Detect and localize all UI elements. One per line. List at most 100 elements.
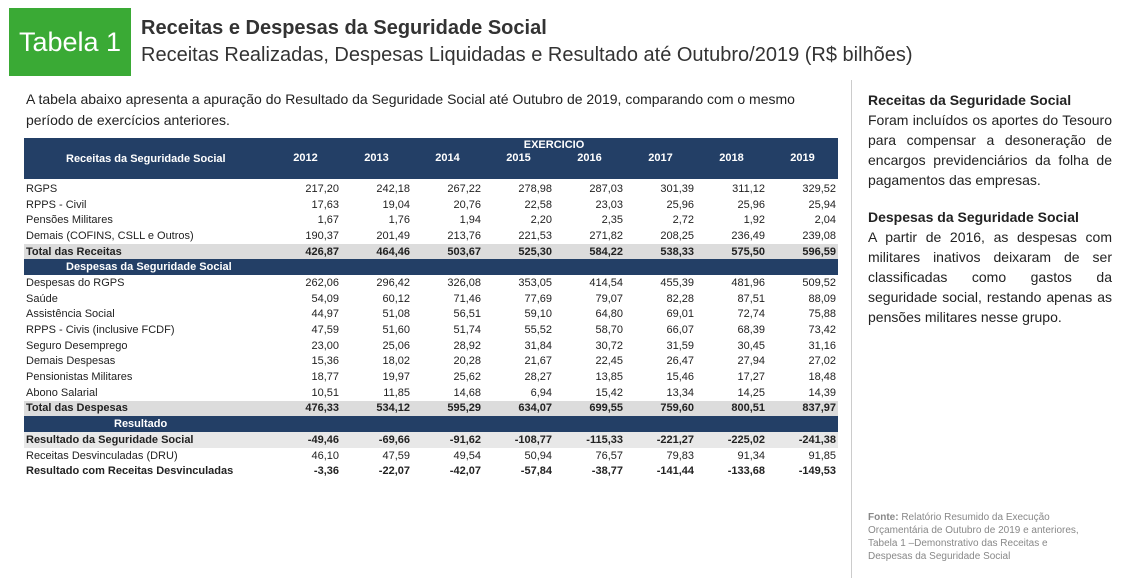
- title: Receitas e Despesas da Seguridade Social: [141, 17, 547, 39]
- cell: 634,07: [483, 400, 554, 417]
- note: Despesas da Seguridade Social A partir d…: [868, 207, 1112, 327]
- row-label: Demais (COFINS, CSLL e Outros): [26, 229, 194, 242]
- cell: 525,30: [483, 243, 554, 260]
- subtitle: Receitas Realizadas, Despesas Liquidadas…: [141, 44, 913, 66]
- cell: 213,76: [447, 229, 481, 242]
- cell: 326,08: [447, 276, 481, 289]
- cell: 217,20: [305, 182, 339, 195]
- cell: 267,22: [447, 182, 481, 195]
- cell: 51,08: [382, 308, 410, 321]
- cell: 76,57: [595, 449, 623, 462]
- cell: 77,69: [524, 292, 552, 305]
- source-text: Relatório Resumido da Execução Orçamentá…: [868, 512, 1079, 562]
- row-label: Assistência Social: [26, 308, 115, 321]
- cell: 21,67: [524, 355, 552, 368]
- cell: 44,97: [311, 308, 339, 321]
- table-row: Demais (COFINS, CSLL e Outros) 190,37 201,…: [24, 228, 838, 244]
- table-row: Abono Salarial 10,51 11,85 14,68 6,94 15,42 13…: [24, 385, 838, 401]
- intro-text: A tabela abaixo apresenta a apuração do …: [26, 91, 795, 128]
- cell: 23,03: [595, 198, 623, 211]
- cell: 837,97: [767, 400, 839, 417]
- cell: 14,39: [808, 386, 837, 399]
- cell: 455,39: [660, 276, 694, 289]
- cell: 759,60: [625, 400, 696, 417]
- section-title: Despesas da Seguridade Social: [24, 259, 270, 276]
- cell: 311,12: [732, 182, 765, 195]
- cell: 31,84: [524, 339, 552, 352]
- cell: 18,48: [808, 371, 837, 384]
- cell: 190,37: [305, 229, 339, 242]
- cell: 82,28: [666, 292, 694, 305]
- table-row: Pensionistas Militares 18,77 19,97 25,62 28,…: [24, 369, 838, 385]
- divider: [851, 80, 852, 578]
- cell: 17,63: [311, 198, 339, 211]
- cell: 71,46: [453, 292, 481, 305]
- cell: 91,85: [808, 449, 837, 462]
- year-header: 2018: [696, 152, 767, 179]
- cell: 509,52: [802, 276, 837, 289]
- cell: 64,80: [595, 308, 623, 321]
- year-header: 2017: [625, 152, 696, 179]
- cell: -57,84: [520, 465, 552, 478]
- table-row: Assistência Social 44,97 51,08 56,51 59,10 64…: [24, 307, 838, 323]
- row-label: Resultado com Receitas Desvinculadas: [26, 465, 234, 478]
- cell: 19,04: [382, 198, 410, 211]
- cell: 55,52: [524, 324, 552, 337]
- cell: 91,34: [737, 449, 765, 462]
- cell: 278,98: [518, 182, 552, 195]
- cell: 296,42: [376, 276, 410, 289]
- cell: 22,45: [595, 355, 623, 368]
- cell: 31,16: [808, 339, 837, 352]
- cell: 201,49: [376, 229, 410, 242]
- cell: 23,00: [311, 339, 339, 352]
- row-label: Despesas do RGPS: [26, 276, 125, 289]
- cell: 51,60: [382, 324, 410, 337]
- cell: 30,45: [737, 339, 765, 352]
- cell: 60,12: [382, 292, 410, 305]
- cell: -42,07: [449, 465, 481, 478]
- cell: -225,02: [696, 432, 767, 448]
- cell: 1,94: [459, 214, 481, 227]
- row-label: Seguro Desemprego: [26, 339, 128, 352]
- cell: 75,88: [808, 308, 837, 321]
- cell: 414,54: [589, 276, 623, 289]
- cell: 58,70: [595, 324, 623, 337]
- table-row: Total das Receitas 426,87 464,46 503,67 525,…: [24, 243, 839, 260]
- note-title: Despesas da Seguridade Social: [868, 209, 1079, 225]
- cell: -115,33: [554, 432, 625, 448]
- cell: -49,46: [270, 432, 341, 448]
- cell: 2,35: [601, 214, 623, 227]
- cell: 15,36: [311, 355, 339, 368]
- badge: Tabela 1: [9, 8, 131, 76]
- section-title: Resultado: [24, 416, 270, 432]
- cell: 353,05: [518, 276, 552, 289]
- cell: 262,06: [305, 276, 339, 289]
- cell: 1,92: [743, 214, 765, 227]
- cell: 68,39: [737, 324, 765, 337]
- cell: 72,74: [737, 308, 765, 321]
- cell: 239,08: [802, 229, 837, 242]
- cell: 79,07: [595, 292, 623, 305]
- group-label: EXERCICIO: [270, 138, 839, 152]
- cell: 13,34: [666, 386, 694, 399]
- cell: 575,50: [696, 243, 767, 260]
- table-row: Resultado da Seguridade Social -49,46 -69,…: [24, 432, 839, 448]
- year-header: 2014: [412, 152, 483, 179]
- table-row: Despesas do RGPS 262,06 296,42 326,08 353,05…: [24, 275, 838, 291]
- row-label: Pensionistas Militares: [26, 371, 133, 384]
- row-label: Resultado da Seguridade Social: [24, 432, 270, 448]
- table-row: Seguro Desemprego 23,00 25,06 28,92 31,84 30,…: [24, 338, 838, 354]
- table-row: RPPS - Civis (inclusive FCDF) 47,59 51,60 5…: [24, 322, 838, 338]
- source: Fonte: Relatório Resumido da Execução Or…: [868, 511, 1093, 563]
- cell: -149,53: [798, 465, 837, 478]
- cell: 79,83: [666, 449, 694, 462]
- cell: -141,44: [656, 465, 694, 478]
- cell: 236,49: [731, 229, 765, 242]
- table-row: Demais Despesas 15,36 18,02 20,28 21,67 22,45…: [24, 354, 838, 370]
- source-label: Fonte:: [868, 512, 899, 523]
- cell: 534,12: [341, 400, 412, 417]
- cell: 11,85: [383, 386, 410, 399]
- note-title: Receitas da Seguridade Social: [868, 92, 1072, 108]
- cell: 88,09: [808, 292, 837, 305]
- note-text: Foram incluídos os aportes do Tesouro pa…: [868, 112, 1112, 188]
